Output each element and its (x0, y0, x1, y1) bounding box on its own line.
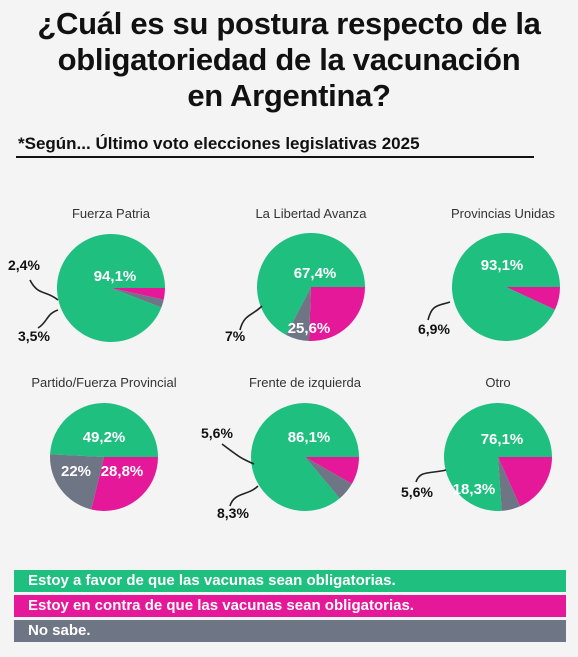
slice-label: 25,6% (288, 320, 331, 337)
pie-chart: Frente de izquierda 86,1% 8,3% 5,6% (201, 375, 362, 521)
leader-line (221, 443, 255, 465)
leader-line (239, 305, 263, 331)
pie-slice-contra (111, 288, 166, 300)
pie-slice-contra (305, 457, 359, 484)
slice-label: 94,1% (94, 268, 137, 285)
pie-slice-nosabe (50, 454, 104, 510)
leader-line (229, 485, 259, 507)
slice-label: 5,6% (201, 425, 233, 441)
title-line-1: ¿Cuál es su postura respecto de la (37, 6, 541, 41)
slice-label: 28,8% (101, 463, 144, 480)
pie-slice-nosabe (305, 457, 352, 499)
pie-charts: Fuerza Patria 94,1% 3,5% 2,4% La Libertad Av… (8, 206, 560, 521)
pie-chart: Provincias Unidas 93,1% 6,9% (418, 206, 560, 341)
slice-label: 7% (225, 328, 246, 344)
pie-slice-favor (444, 402, 552, 511)
slice-label: 18,3% (453, 481, 496, 498)
slice-label: 8,3% (217, 505, 249, 521)
slice-label: 86,1% (288, 429, 331, 446)
pie-slice-contra (498, 457, 553, 507)
pie-title: La Libertad Avanza (255, 206, 367, 221)
chart-title: ¿Cuál es su postura respecto de la oblig… (0, 6, 578, 114)
chart-subtitle: *Según... Último voto elecciones legisla… (18, 134, 420, 153)
pie-chart: Otro 76,1% 18,3% 5,6% (401, 375, 553, 511)
pie-slice-favor (251, 402, 359, 511)
leader-line (37, 309, 59, 329)
pie-slice-favor (452, 232, 560, 341)
slice-label: 93,1% (481, 257, 524, 274)
pie-title: Fuerza Patria (72, 206, 151, 221)
leader-line (29, 279, 59, 301)
leader-line (427, 301, 451, 321)
slice-label: 67,4% (294, 265, 337, 282)
pie-slice-contra (91, 457, 159, 512)
slice-label: 3,5% (18, 328, 50, 344)
pie-slice-favor (56, 233, 165, 342)
pie-chart: Fuerza Patria 94,1% 3,5% 2,4% (8, 206, 166, 344)
pie-slice-favor (257, 233, 365, 335)
pie-title: Provincias Unidas (451, 206, 556, 221)
pie-title: Partido/Fuerza Provincial (31, 375, 176, 390)
pie-slice-nosabe (286, 287, 311, 341)
slice-label: 49,2% (83, 429, 126, 446)
pie-slice-nosabe (111, 288, 164, 308)
slice-label: 5,6% (401, 484, 433, 500)
slice-label: 22% (61, 463, 91, 480)
leader-line (415, 469, 447, 483)
pie-slice-favor (50, 403, 158, 457)
pie-slice-contra (506, 287, 560, 310)
pie-title: Otro (485, 375, 510, 390)
pie-slice-contra (308, 287, 365, 341)
title-line-3: en Argentina? (187, 78, 391, 113)
legend-item-nosabe: No sabe. (14, 620, 566, 642)
subtitle-underline (16, 156, 534, 158)
slice-label: 2,4% (8, 257, 40, 273)
pie-chart: La Libertad Avanza 67,4% 25,6% 7% (225, 206, 367, 344)
title-line-2: obligatoriedad de la vacunación (57, 42, 521, 77)
slice-label: 6,9% (418, 321, 450, 337)
pie-slice-nosabe (498, 457, 521, 511)
legend-item-contra: Estoy en contra de que las vacunas sean … (14, 595, 566, 617)
legend-item-favor: Estoy a favor de que las vacunas sean ob… (14, 570, 566, 592)
slice-label: 76,1% (481, 431, 524, 448)
pie-chart: Partido/Fuerza Provincial 49,2% 28,8% 22% (31, 375, 177, 512)
pie-title: Frente de izquierda (249, 375, 362, 390)
